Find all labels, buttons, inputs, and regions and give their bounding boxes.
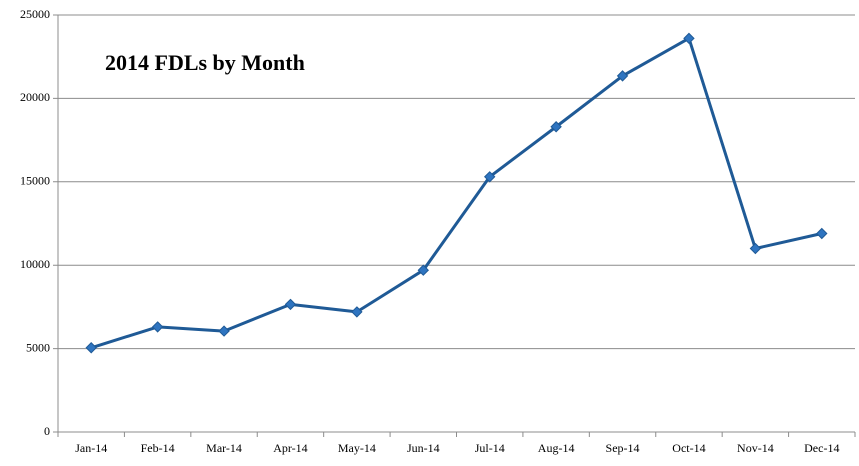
y-tick-label: 10000 <box>20 257 50 271</box>
x-tick-label: Apr-14 <box>273 441 307 455</box>
x-tick-label: Mar-14 <box>206 441 242 455</box>
series-line <box>90 36 823 350</box>
x-tick-label: Jul-14 <box>475 441 505 455</box>
point-marker <box>816 227 828 240</box>
x-tick-label: Sep-14 <box>606 441 640 455</box>
point-marker <box>351 306 363 318</box>
x-tick-label: Jun-14 <box>407 441 440 455</box>
y-tick-label: 20000 <box>20 90 50 104</box>
point-marker <box>284 298 297 311</box>
point-marker <box>683 32 695 45</box>
x-tick-label: Jan-14 <box>75 441 107 455</box>
x-tick-label: May-14 <box>338 441 376 455</box>
x-tick-label: Dec-14 <box>804 441 839 455</box>
x-tick-label: Feb-14 <box>141 441 175 455</box>
y-tick-label: 5000 <box>26 340 50 354</box>
x-tick-label: Oct-14 <box>672 441 705 455</box>
chart-title: 2014 FDLs by Month <box>105 50 305 75</box>
y-tick-label: 0 <box>44 424 50 438</box>
point-marker <box>151 321 164 333</box>
point-marker <box>616 70 629 82</box>
y-tick-label: 25000 <box>20 7 50 21</box>
y-tick-label: 15000 <box>20 174 50 188</box>
x-tick-label: Nov-14 <box>737 441 774 455</box>
point-marker <box>749 242 762 255</box>
point-marker <box>417 264 429 276</box>
x-tick-label: Aug-14 <box>538 441 575 455</box>
point-marker <box>484 171 496 183</box>
point-marker <box>85 342 97 354</box>
point-marker <box>550 121 562 133</box>
point-marker <box>218 325 230 337</box>
